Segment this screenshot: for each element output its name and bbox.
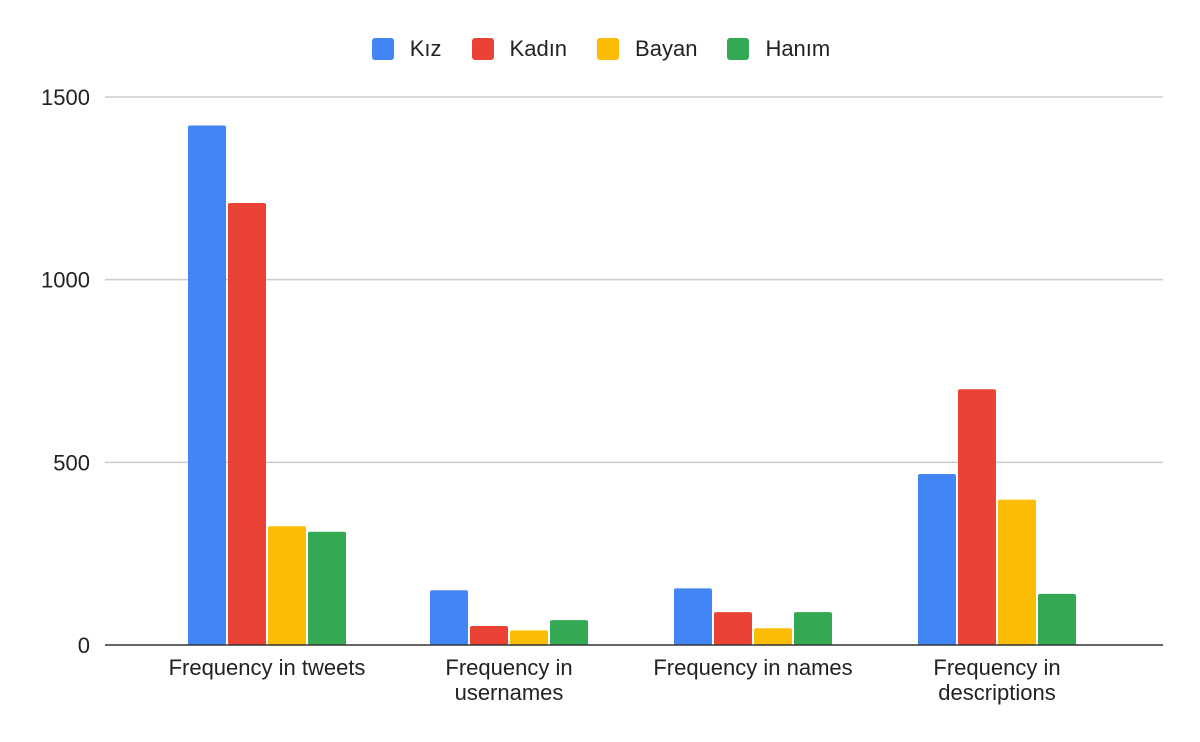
legend-swatch bbox=[597, 38, 620, 60]
bar bbox=[674, 588, 712, 645]
bar bbox=[550, 620, 588, 645]
legend-swatch bbox=[471, 38, 494, 60]
bar bbox=[714, 612, 752, 645]
axis-layer: 0 500 1000 1500 Frequency in tweets Frequency… bbox=[41, 85, 1163, 705]
x-category-label: Frequency in tweets bbox=[169, 655, 366, 680]
y-tick-label: 1000 bbox=[41, 268, 90, 293]
legend-item: Kadın bbox=[471, 36, 568, 62]
y-tick-label: 500 bbox=[53, 450, 90, 475]
chart-legend: Kız Kadın Bayan Hanım bbox=[0, 34, 1200, 64]
y-tick-label: 1500 bbox=[41, 85, 90, 110]
bar bbox=[958, 389, 996, 645]
bar bbox=[308, 531, 346, 645]
legend-label: Hanım bbox=[765, 36, 831, 61]
x-category-label: Frequency in bbox=[445, 655, 572, 680]
bar bbox=[188, 125, 226, 646]
bar bbox=[1038, 593, 1076, 645]
bar bbox=[754, 628, 792, 645]
legend-label: Kadın bbox=[509, 36, 568, 61]
x-category-label: Frequency in names bbox=[653, 655, 852, 680]
bar bbox=[430, 590, 468, 645]
bar bbox=[470, 626, 508, 645]
x-category-label: usernames bbox=[455, 680, 564, 705]
bar bbox=[794, 612, 832, 645]
x-category-label: descriptions bbox=[938, 680, 1055, 705]
bars-layer bbox=[188, 125, 1076, 646]
bar bbox=[228, 202, 266, 646]
legend-item: Hanım bbox=[727, 36, 830, 62]
y-tick-label: 0 bbox=[78, 633, 90, 658]
legend-item: Bayan bbox=[597, 36, 697, 62]
legend-label: Kız bbox=[409, 36, 442, 61]
legend-item: Kız bbox=[371, 36, 442, 62]
legend-label: Bayan bbox=[635, 36, 698, 61]
bar bbox=[918, 474, 956, 645]
bar bbox=[510, 630, 548, 645]
legend-swatch bbox=[371, 38, 394, 60]
bar bbox=[268, 526, 306, 645]
legend-swatch bbox=[727, 38, 750, 60]
bar bbox=[998, 499, 1036, 645]
x-category-label: Frequency in bbox=[933, 655, 1060, 680]
